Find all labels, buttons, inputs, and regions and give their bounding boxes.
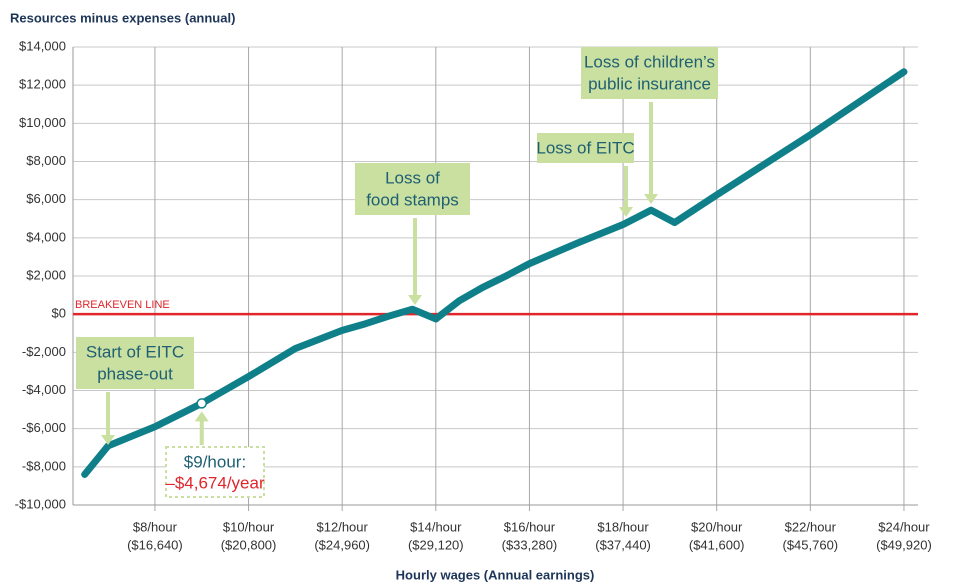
- x-tick-label: $8/hour: [133, 519, 178, 534]
- annotation-text: Start of EITC: [86, 342, 184, 361]
- x-tick-label: $12/hour: [317, 519, 369, 534]
- x-tick-label: $20/hour: [691, 519, 743, 534]
- annotation-box: [355, 163, 470, 215]
- x-tick-sublabel: ($20,800): [221, 537, 277, 552]
- arrow-head: [194, 411, 209, 422]
- x-tick-sublabel: ($24,960): [314, 537, 370, 552]
- arrow-head: [644, 194, 658, 204]
- annotation-box: [76, 337, 194, 389]
- highlight-text: –$4,674/year: [165, 473, 265, 492]
- data-line: [81, 68, 908, 478]
- y-tick-label: -$10,000: [15, 496, 66, 511]
- x-tick-label: $22/hour: [785, 519, 837, 534]
- y-tick-label: $0: [52, 306, 66, 321]
- x-tick-sublabel: ($41,600): [689, 537, 745, 552]
- x-tick-sublabel: ($33,280): [502, 537, 558, 552]
- x-tick-sublabel: ($49,920): [876, 537, 932, 552]
- y-tick-label: $4,000: [26, 229, 66, 244]
- annotation-box: [537, 133, 634, 163]
- x-tick-label: $24/hour: [878, 519, 930, 534]
- x-tick-label: $10/hour: [223, 519, 275, 534]
- annotation-text: phase-out: [97, 364, 173, 383]
- x-tick-sublabel: ($16,640): [127, 537, 183, 552]
- highlight-box: [165, 446, 265, 498]
- y-tick-label: $8,000: [26, 153, 66, 168]
- highlight-point: [196, 398, 207, 409]
- x-tick-label: $18/hour: [597, 519, 649, 534]
- arrow-head: [101, 435, 115, 445]
- annotation-text: public insurance: [588, 74, 711, 93]
- annotation-box: [581, 47, 718, 99]
- y-tick-label: -$4,000: [22, 382, 66, 397]
- y-tick-label: $12,000: [19, 77, 66, 92]
- y-tick-label: -$8,000: [22, 458, 66, 473]
- x-tick-sublabel: ($37,440): [595, 537, 651, 552]
- y-tick-label: -$2,000: [22, 344, 66, 359]
- chart-title: Resources minus expenses (annual): [10, 10, 235, 25]
- breakeven-label: BREAKEVEN LINE: [75, 299, 170, 311]
- annotation-text: Loss of: [385, 168, 440, 187]
- x-tick-label: $16/hour: [504, 519, 556, 534]
- arrow-head: [408, 295, 422, 305]
- x-tick-sublabel: ($29,120): [408, 537, 464, 552]
- annotation-text: Loss of children’s: [584, 52, 715, 71]
- annotation-text: food stamps: [366, 190, 459, 209]
- y-tick-label: -$6,000: [22, 420, 66, 435]
- y-tick-label: $10,000: [19, 115, 66, 130]
- y-tick-label: $2,000: [26, 267, 66, 282]
- highlight-text: $9/hour:: [184, 452, 246, 471]
- x-tick-sublabel: ($45,760): [782, 537, 838, 552]
- annotation-text: Loss of EITC: [536, 138, 634, 157]
- x-tick-label: $14/hour: [410, 519, 462, 534]
- y-tick-label: $6,000: [26, 191, 66, 206]
- y-tick-label: $14,000: [19, 38, 66, 53]
- x-axis-label: Hourly wages (Annual earnings): [396, 567, 595, 582]
- arrow-head: [619, 207, 633, 217]
